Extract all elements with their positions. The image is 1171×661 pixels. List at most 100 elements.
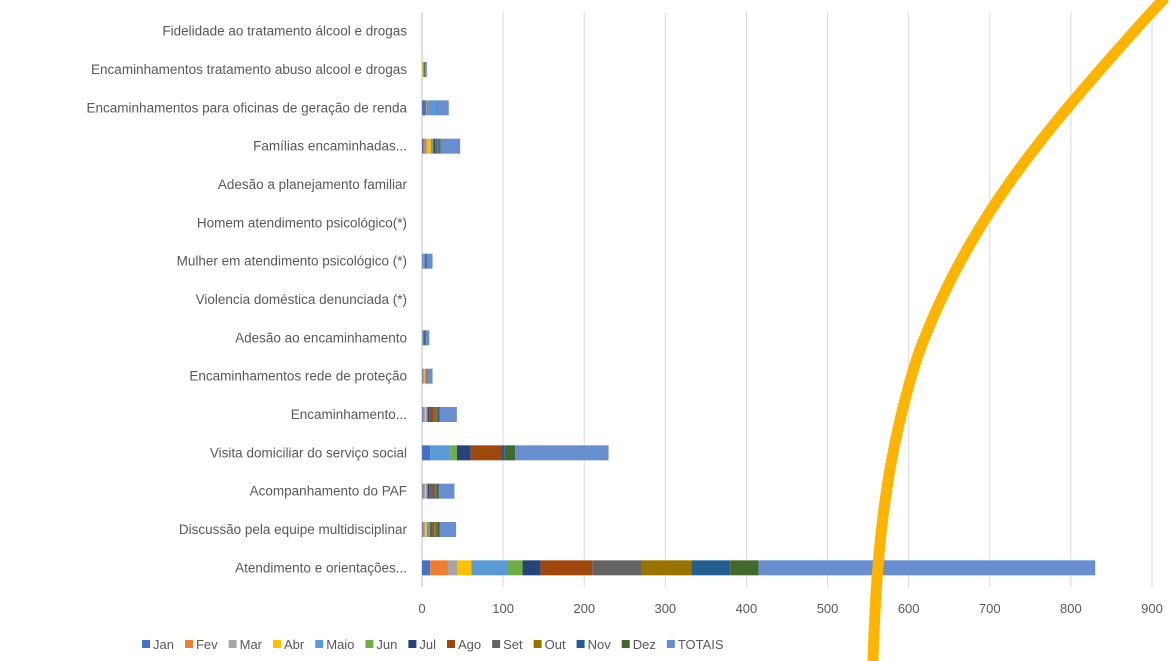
bar-segment-jul — [424, 62, 426, 77]
bar-segment-fev — [423, 138, 427, 154]
category-label: Discussão pela equipe multidisciplinar — [179, 522, 408, 537]
bar-segment-maio — [426, 483, 427, 499]
bar-segment-jan — [422, 100, 427, 116]
bar-segment-dez — [439, 407, 440, 422]
bar-segment-abr — [427, 138, 431, 154]
bar-segment-out — [434, 407, 438, 422]
category-label: Adesão a planejamento familiar — [218, 177, 408, 192]
bar-segment-ago — [540, 560, 593, 576]
legend-label-nov: Nov — [588, 637, 612, 652]
bar-segment-out — [434, 522, 437, 537]
bar-segment-jan — [422, 560, 431, 576]
bar-segment-nov — [436, 522, 438, 537]
legend-swatch-set — [492, 640, 501, 648]
legend-swatch-nov — [576, 640, 585, 648]
bar-segment-jan — [422, 368, 423, 384]
x-tick-label: 300 — [654, 601, 676, 616]
bar-segment-totais — [439, 483, 455, 499]
bar-segment-totais — [426, 330, 430, 346]
bar-segment-nov — [436, 483, 439, 499]
bar-segment-set — [424, 330, 426, 346]
bar-segment-set — [592, 560, 641, 576]
bar-segment-dez — [437, 522, 440, 537]
bar-segment-jul — [423, 330, 425, 346]
bar-segment-fev — [430, 560, 448, 576]
bar-segment-ago — [429, 407, 434, 422]
bar-segment-jan — [422, 522, 423, 537]
gridlines — [502, 12, 1153, 587]
bar-segment-jun — [428, 522, 431, 537]
bar-segment-jun — [450, 445, 457, 461]
bar-segment-totais — [426, 368, 433, 384]
bar-segment-totais — [426, 253, 433, 269]
bar-segment-nov — [425, 330, 427, 346]
category-label: Famílias encaminhadas... — [253, 139, 407, 154]
x-tick-label: 600 — [898, 601, 920, 616]
bar-segment-maio — [426, 522, 429, 537]
x-tick-label: 400 — [736, 601, 758, 616]
bar-segment-dez — [730, 560, 759, 576]
bar-segment-abr — [457, 560, 472, 576]
bar-segment-fev — [426, 100, 427, 116]
x-tick-label: 100 — [492, 601, 514, 616]
legend-swatch-jun — [365, 640, 374, 648]
legend-label-out: Out — [545, 637, 566, 652]
bar-segment-nov — [437, 407, 440, 422]
bar-segment-jul — [433, 138, 435, 154]
bar-segment-maio — [422, 330, 423, 346]
bars — [422, 62, 1096, 576]
category-label: Encaminhamentos para oficinas de geração… — [87, 100, 408, 115]
bar-segment-totais — [758, 560, 1096, 576]
bar-segment-mar — [424, 407, 426, 422]
bar-segment-abr — [425, 407, 427, 422]
category-label: Acompanhamento do PAF — [250, 484, 407, 499]
bar-segment-set — [430, 483, 435, 499]
bar-segment-set — [433, 407, 435, 422]
category-label: Mulher em atendimento psicológico (*) — [177, 254, 407, 269]
bar-segment-nov — [501, 445, 505, 461]
category-label: Atendimento e orientações... — [235, 560, 407, 575]
category-label: Violencia doméstica denunciada (*) — [196, 292, 407, 307]
bar-segment-jan — [422, 253, 423, 269]
bar-segment-jun — [507, 560, 523, 576]
legend-label-jan: Jan — [153, 637, 174, 652]
legend-label-ago: Ago — [458, 637, 481, 652]
overlay-curve — [867, 0, 1169, 661]
x-tick-label: 500 — [817, 601, 839, 616]
bar-segment-mar — [447, 560, 458, 576]
x-tick-label: 0 — [418, 601, 425, 616]
bar-segment-totais — [425, 62, 427, 77]
category-label: Encaminhamentos tratamento abuso alcool … — [91, 62, 407, 77]
bar-segment-nov — [438, 138, 440, 154]
bar-segment-nov — [691, 560, 731, 576]
bar-segment-jun — [422, 330, 424, 346]
legend-swatch-out — [533, 640, 542, 648]
bar-segment-jul — [522, 560, 541, 576]
bar-segment-ago — [470, 445, 502, 461]
bar-segment-ago — [430, 522, 433, 537]
bar-segment-maio — [426, 100, 435, 116]
bar-segment-set — [432, 522, 435, 537]
bar-segment-maio — [471, 560, 508, 576]
x-tick-label: 800 — [1060, 601, 1082, 616]
category-labels: Fidelidade ao tratamento álcool e drogas… — [87, 24, 408, 576]
bar-segment-dez — [439, 138, 441, 154]
bar-segment-totais — [439, 522, 457, 537]
bar-segment-ago — [429, 483, 431, 499]
bar-segment-maio — [425, 368, 427, 384]
legend-label-maio: Maio — [326, 637, 354, 652]
bar-segment-jan — [422, 138, 424, 154]
bar-segment-out — [641, 560, 692, 576]
bar-segment-jul — [427, 407, 430, 422]
bar-segment-jul — [430, 522, 431, 537]
bar-segment-jul — [425, 253, 427, 269]
bar-segment-abr — [425, 483, 427, 499]
x-tick-labels: 0 100 200 300 400 500 600 700 800 900 — [418, 601, 1162, 616]
bar-segment-jun — [426, 407, 428, 422]
category-label: Visita domiciliar do serviço social — [210, 445, 407, 460]
legend-label-jun: Jun — [376, 637, 397, 652]
bar-segment-maio — [430, 445, 451, 461]
bar-segment-ago — [434, 138, 436, 154]
bar-segment-maio — [422, 62, 424, 77]
